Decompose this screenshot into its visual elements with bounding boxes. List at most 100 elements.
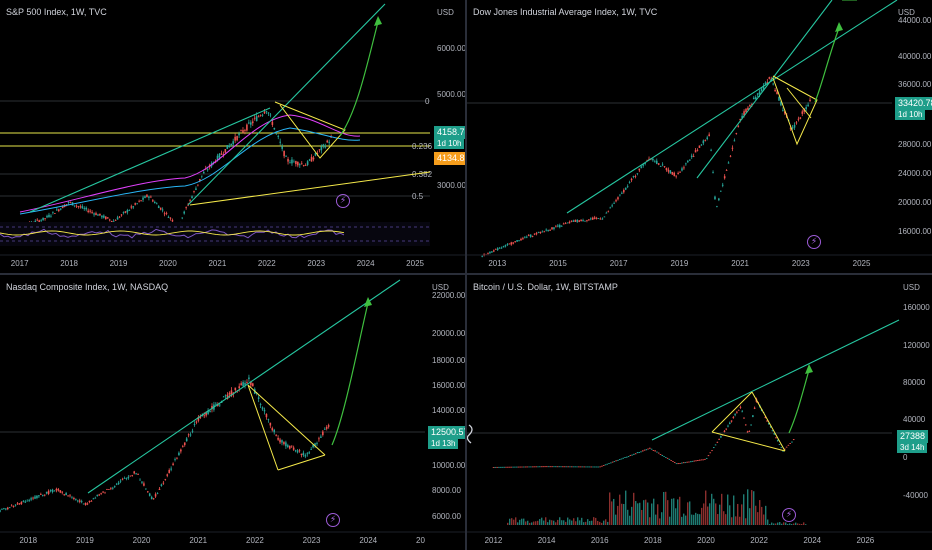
ndx-candle: [265, 413, 268, 418]
ndx-candle: [226, 394, 229, 399]
spx-candle: [312, 157, 315, 160]
dji-candle: [545, 229, 547, 231]
spx-candle: [42, 217, 44, 221]
spx-x-tick-label: 2025: [406, 259, 424, 268]
btc-candle: [517, 466, 520, 468]
btc-lightning-icon[interactable]: ⚡: [782, 508, 796, 522]
btc-volume-bar: [629, 515, 631, 525]
spx-candle: [38, 220, 40, 223]
spx-candle: [314, 152, 317, 156]
btc-volume-bar: [635, 501, 637, 525]
dji-candle: [745, 109, 747, 113]
dji-projection-line: [814, 27, 840, 103]
btc-y-tick-label: -40000: [903, 491, 928, 500]
ndx-candle: [36, 495, 38, 498]
ndx-x-tick-label: 2024: [359, 536, 377, 545]
btc-volume-bar: [789, 523, 791, 525]
btc-volume-bar: [741, 504, 743, 525]
dji-candle: [801, 111, 804, 114]
spx-candle: [279, 141, 282, 143]
ndx-candle: [172, 463, 174, 465]
ndx-candle: [318, 438, 320, 440]
dji-candle: [524, 236, 526, 238]
btc-candle: [565, 466, 568, 468]
ndx-candle: [271, 428, 274, 431]
ndx-candle: [108, 489, 110, 490]
btc-candle: [633, 454, 635, 455]
dji-candle: [696, 149, 699, 151]
btc-candle: [569, 466, 571, 468]
spx-candle: [67, 201, 70, 204]
ndx-candle: [250, 381, 252, 386]
spx-candle: [238, 133, 240, 136]
spx-candle: [306, 161, 309, 165]
dji-candle: [617, 197, 619, 200]
btc-candle: [531, 466, 534, 468]
btc-volume-bar: [613, 498, 615, 525]
btc-candle: [530, 466, 532, 468]
spx-candle: [308, 159, 311, 161]
btc-volume-bar: [721, 493, 723, 525]
dji-lightning-icon[interactable]: ⚡: [807, 235, 821, 249]
horizontal-divider[interactable]: [0, 273, 932, 275]
btc-candle: [572, 466, 575, 468]
btc-volume-bar: [633, 492, 635, 525]
spx-fib-label: 0.382: [412, 170, 433, 179]
ndx-chart-panel[interactable]: USD 22000.00 20000.00 18000.00 16000.00 14000…: [0, 275, 465, 550]
spx-candle: [310, 156, 313, 162]
dji-trend-line: [566, 0, 898, 214]
btc-candle: [682, 462, 685, 464]
btc-candle: [522, 466, 525, 468]
dji-candle: [615, 200, 617, 202]
dji-y-tick-label: 16000.00: [898, 227, 932, 236]
spx-candle: [257, 116, 260, 118]
btc-chart-panel[interactable]: USD 160000 120000 80000 40000 0 -40000 2012 2014…: [467, 275, 932, 550]
spx-lightning-icon[interactable]: ⚡: [336, 194, 350, 208]
ndx-candle: [78, 500, 81, 502]
spx-candle: [161, 209, 164, 211]
ndx-candle: [327, 425, 330, 427]
btc-volume-bar: [709, 503, 711, 525]
spx-candle: [130, 206, 133, 208]
ndx-candle: [273, 429, 276, 433]
ndx-candle: [51, 489, 54, 493]
ndx-candle: [113, 486, 116, 487]
spx-candle: [57, 209, 60, 212]
btc-volume-bar: [523, 518, 525, 525]
dji-candle: [784, 111, 786, 114]
spx-candle: [120, 214, 123, 216]
dji-candle: [743, 111, 745, 116]
ndx-lightning-icon[interactable]: ⚡: [326, 513, 340, 527]
dji-candle: [654, 161, 656, 163]
spx-candle: [324, 145, 327, 148]
dji-candle: [795, 122, 798, 124]
ndx-wedge-base: [277, 454, 326, 471]
ndx-candle: [312, 444, 314, 448]
dji-candle: [648, 158, 650, 160]
btc-volume-bar: [693, 514, 695, 525]
ndx-candle: [125, 477, 128, 479]
dji-candle: [714, 196, 716, 200]
dji-candle: [749, 104, 751, 107]
btc-candle: [521, 466, 523, 468]
btc-volume-bar: [603, 520, 605, 525]
btc-candle: [766, 420, 768, 422]
ndx-candle: [73, 498, 75, 499]
dji-candle: [557, 225, 559, 227]
spx-candle: [99, 213, 101, 216]
ndx-y-tick-label: 10000.00: [432, 461, 465, 470]
spx-candle: [224, 149, 227, 153]
spx-candle: [36, 219, 39, 221]
ndx-candle: [110, 487, 112, 489]
spx-chart-panel[interactable]: 0 0.236 0.382 0.5 USD 6000.00 5000.00 3000.00 20…: [0, 0, 465, 273]
vertical-divider[interactable]: [465, 0, 467, 550]
btc-volume-bar: [611, 501, 613, 525]
dji-chart-panel[interactable]: USD 44000.00 40000.00 36000.00 28000.00 24000…: [467, 0, 932, 273]
btc-chart-canvas[interactable]: USD 160000 120000 80000 40000 0 -40000 2012 2014…: [467, 275, 932, 550]
dji-candle: [694, 150, 697, 153]
btc-volume-bar: [775, 523, 777, 525]
ndx-candle: [106, 489, 108, 490]
spx-chart-canvas[interactable]: 0 0.236 0.382 0.5 USD 6000.00 5000.00 3000.00 20…: [0, 0, 465, 273]
